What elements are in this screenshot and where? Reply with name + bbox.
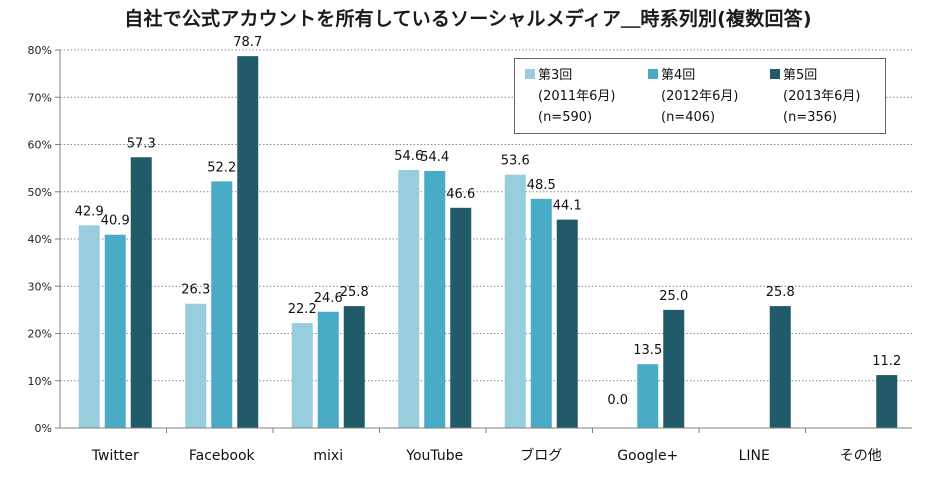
x-tick-label: YouTube bbox=[405, 448, 463, 464]
data-label: 24.6 bbox=[314, 291, 343, 306]
data-label: 25.8 bbox=[340, 285, 369, 300]
data-label: 40.9 bbox=[101, 214, 130, 229]
data-label: 22.2 bbox=[288, 302, 317, 317]
bar-3 bbox=[130, 157, 152, 428]
data-labels: 42.940.957.326.352.278.722.224.625.854.6… bbox=[75, 35, 901, 408]
legend-item-series3: 第5回 (2013年6月) (n=356) bbox=[770, 65, 861, 128]
legend-series-date: (2013年6月) bbox=[783, 89, 861, 104]
data-label: 42.9 bbox=[75, 204, 104, 219]
data-label: 78.7 bbox=[233, 35, 262, 50]
y-tick-label: 80% bbox=[28, 44, 52, 57]
bar-1 bbox=[185, 303, 207, 428]
data-label: 13.5 bbox=[633, 343, 662, 358]
data-label: 54.6 bbox=[394, 149, 423, 164]
legend-series-n: (n=590) bbox=[538, 110, 593, 125]
legend-series-name: 第4回 bbox=[661, 68, 696, 83]
legend-swatch-series1 bbox=[525, 69, 535, 79]
bar-3 bbox=[450, 207, 472, 428]
data-label: 46.6 bbox=[446, 187, 475, 202]
bar-1 bbox=[78, 225, 100, 428]
axes: 0% 10% 20% 30% 40% 50% 60% 70% 80% Twitter Faceboo… bbox=[28, 44, 912, 464]
bar-3 bbox=[343, 306, 365, 428]
x-tick-label: Facebook bbox=[189, 448, 256, 464]
data-label: 25.8 bbox=[766, 285, 795, 300]
legend-series-date: (2012年6月) bbox=[661, 89, 739, 104]
data-label: 48.5 bbox=[527, 178, 556, 193]
chart-title: 自社で公式アカウントを所有しているソーシャルメディア＿時系列別(複数回答) bbox=[124, 8, 812, 30]
data-label: 44.1 bbox=[553, 199, 582, 214]
y-tick-label: 0% bbox=[35, 422, 52, 435]
x-tick-label: Twitter bbox=[91, 448, 139, 464]
legend-series-date: (2011年6月) bbox=[538, 89, 616, 104]
y-tick-label: 60% bbox=[28, 139, 52, 152]
bars bbox=[78, 56, 898, 429]
y-tick-label: 70% bbox=[28, 91, 52, 104]
legend-series-name: 第3回 bbox=[538, 68, 573, 83]
bar-3 bbox=[237, 56, 259, 429]
x-tick-label: Google+ bbox=[617, 448, 678, 464]
legend-series-n: (n=406) bbox=[661, 110, 716, 125]
bar-3 bbox=[663, 309, 685, 428]
bar-2 bbox=[637, 364, 659, 428]
data-label: 52.2 bbox=[207, 160, 236, 175]
bar-1 bbox=[291, 323, 313, 428]
legend-swatch-series2 bbox=[648, 69, 658, 79]
bar-2 bbox=[424, 170, 446, 428]
legend-item-series1: 第3回 (2011年6月) (n=590) bbox=[525, 65, 616, 128]
bar-3 bbox=[876, 375, 898, 428]
x-tick-label: mixi bbox=[313, 448, 343, 464]
x-tick-label: その他 bbox=[840, 448, 882, 464]
data-label: 11.2 bbox=[872, 354, 901, 369]
y-tick-label: 20% bbox=[28, 328, 52, 341]
legend-series-name: 第5回 bbox=[783, 68, 818, 83]
bar-2 bbox=[104, 234, 126, 428]
data-label: 0.0 bbox=[607, 393, 628, 408]
bar-3 bbox=[556, 219, 578, 428]
data-label: 57.3 bbox=[127, 136, 156, 151]
data-label: 53.6 bbox=[501, 154, 530, 169]
legend-series-n: (n=356) bbox=[783, 110, 838, 125]
y-tick-label: 30% bbox=[28, 280, 52, 293]
bar-1 bbox=[504, 174, 526, 428]
data-label: 25.0 bbox=[659, 289, 688, 304]
legend: 第3回 (2011年6月) (n=590) 第4回 (2012年6月) (n=4… bbox=[514, 58, 886, 134]
legend-swatch-series3 bbox=[770, 69, 780, 79]
x-tick-label: ブログ bbox=[520, 447, 562, 464]
data-label: 54.4 bbox=[420, 150, 449, 165]
y-tick-label: 40% bbox=[28, 233, 52, 246]
y-tick-label: 10% bbox=[28, 375, 52, 388]
y-tick-label: 50% bbox=[28, 186, 52, 199]
legend-item-series2: 第4回 (2012年6月) (n=406) bbox=[648, 65, 739, 128]
bar-3 bbox=[769, 306, 791, 428]
bar-2 bbox=[317, 311, 339, 428]
data-label: 26.3 bbox=[181, 283, 210, 298]
x-tick-label: LINE bbox=[739, 448, 770, 464]
bar-2 bbox=[211, 181, 233, 428]
bar-2 bbox=[530, 198, 552, 428]
bar-1 bbox=[398, 170, 420, 428]
